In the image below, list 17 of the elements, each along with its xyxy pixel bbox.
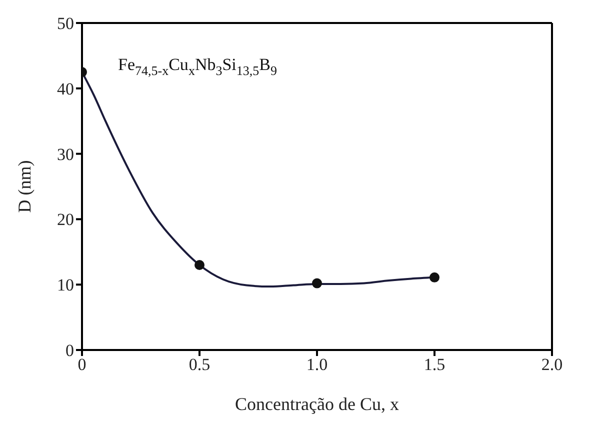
point	[312, 278, 322, 288]
y-tick-label: 10	[57, 276, 74, 295]
text: Fe$_{74,5-x}$Cu$_{x}$Nb$_{3}$Si$_{13,5}$B$_{9}$	[118, 55, 277, 78]
point	[194, 260, 204, 270]
x-tick-label: 0	[78, 355, 86, 374]
x-tick-label: 1.0	[306, 355, 328, 374]
point	[430, 272, 440, 282]
x-tick-label: 0.5	[188, 355, 210, 374]
y-tick-label: 50	[57, 14, 74, 34]
x-tick-label: 2.0	[541, 355, 563, 374]
y-tick-label: 30	[57, 144, 74, 164]
y-tick-label: 40	[57, 79, 74, 98]
x-axis-title: Concentração de Cu, x	[235, 394, 399, 414]
x-tick-label: 1.5	[424, 355, 446, 374]
y-tick-label: 0	[66, 341, 74, 360]
y-tick-label: 20	[57, 210, 74, 230]
y-axis-title: D (nm)	[14, 160, 34, 213]
